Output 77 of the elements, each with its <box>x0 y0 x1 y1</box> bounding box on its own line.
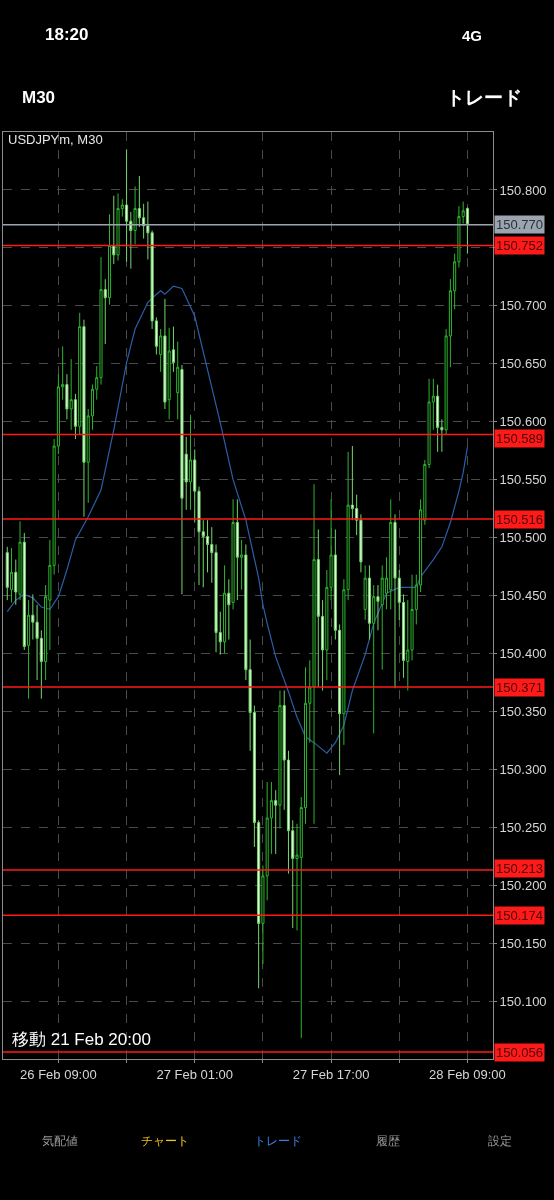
ref-line-label: 150.371 <box>496 680 543 695</box>
y-tick-label: 150.400 <box>499 645 547 661</box>
candlestick <box>103 278 107 345</box>
y-tick-label: 150.600 <box>499 414 547 430</box>
text: 履歴 <box>376 1134 400 1148</box>
ref-line-label: 150.589 <box>496 431 543 446</box>
candlestick <box>312 483 316 825</box>
y-tick-label: 150.800 <box>499 182 547 198</box>
candlestick <box>465 206 469 255</box>
candlestick <box>65 373 69 420</box>
candlestick <box>69 358 73 431</box>
candlestick <box>159 328 163 373</box>
candlestick <box>78 312 82 435</box>
candlestick <box>389 498 393 610</box>
y-tick-label: 150.150 <box>499 935 547 951</box>
candlestick <box>107 213 112 306</box>
candlestick <box>188 414 193 511</box>
candlestick <box>235 498 239 601</box>
candlestick <box>163 298 167 410</box>
text: 18:20 <box>45 25 89 44</box>
y-tick-label: 150.250 <box>499 819 547 835</box>
ref-line-label: 150.516 <box>496 512 543 527</box>
text: 気配値 <box>42 1134 78 1148</box>
candlestick <box>393 513 397 689</box>
candlestick <box>180 364 184 595</box>
ref-line-label: 150.213 <box>496 861 543 876</box>
candlestick <box>316 528 320 688</box>
x-tick-label: 27 Feb 17:00 <box>292 1066 370 1082</box>
candlestick <box>240 539 244 591</box>
candlestick <box>133 185 137 245</box>
y-tick-label: 150.500 <box>499 530 547 546</box>
candlestick <box>112 195 116 265</box>
text: 4G <box>462 27 483 44</box>
ref-line-label: 150.056 <box>496 1045 543 1060</box>
candlestick <box>22 532 26 651</box>
candlestick <box>227 578 231 641</box>
ref-line-label: 150.752 <box>496 238 543 253</box>
candlestick <box>167 327 171 420</box>
candlestick <box>82 319 86 518</box>
y-tick-label: 150.700 <box>499 298 547 314</box>
candlestick <box>376 584 380 631</box>
text: 設定 <box>488 1134 512 1148</box>
candlestick <box>5 546 9 601</box>
y-tick-label: 150.300 <box>499 761 547 777</box>
candlestick <box>278 690 282 829</box>
chart-title: USDJPYm, M30 <box>8 132 103 148</box>
candlestick <box>9 547 14 603</box>
candlestick <box>436 384 440 453</box>
candlestick <box>223 564 227 654</box>
candlestick <box>14 559 18 606</box>
ref-line-label: 150.770 <box>496 217 543 232</box>
y-tick-label: 150.450 <box>499 588 547 604</box>
ref-line-label: 150.174 <box>496 908 543 923</box>
y-tick-label: 150.200 <box>499 877 547 893</box>
candlestick <box>171 326 175 373</box>
candlestick <box>18 520 22 601</box>
candlestick <box>367 564 371 641</box>
y-tick-label: 150.100 <box>499 993 547 1009</box>
candlestick <box>231 498 235 610</box>
text: M30 <box>22 88 56 107</box>
candlestick <box>73 393 77 440</box>
candlestick <box>176 341 180 420</box>
candlestick <box>27 599 31 700</box>
annotation: 移動 21 Feb 20:00 <box>12 1030 151 1049</box>
x-tick-label: 27 Feb 01:00 <box>156 1066 234 1082</box>
candlestick <box>363 564 367 621</box>
y-tick-label: 150.650 <box>499 356 547 372</box>
text: トレード <box>446 87 522 108</box>
candlestick <box>274 789 278 855</box>
candlestick <box>116 192 120 262</box>
y-tick-label: 150.350 <box>499 703 547 719</box>
candlestick <box>372 584 376 734</box>
x-tick-label: 28 Feb 09:00 <box>429 1066 506 1082</box>
x-tick-label: 26 Feb 09:00 <box>20 1066 97 1082</box>
text: チャート <box>141 1134 189 1148</box>
y-tick-label: 150.550 <box>499 472 547 488</box>
text: トレード <box>254 1134 302 1148</box>
